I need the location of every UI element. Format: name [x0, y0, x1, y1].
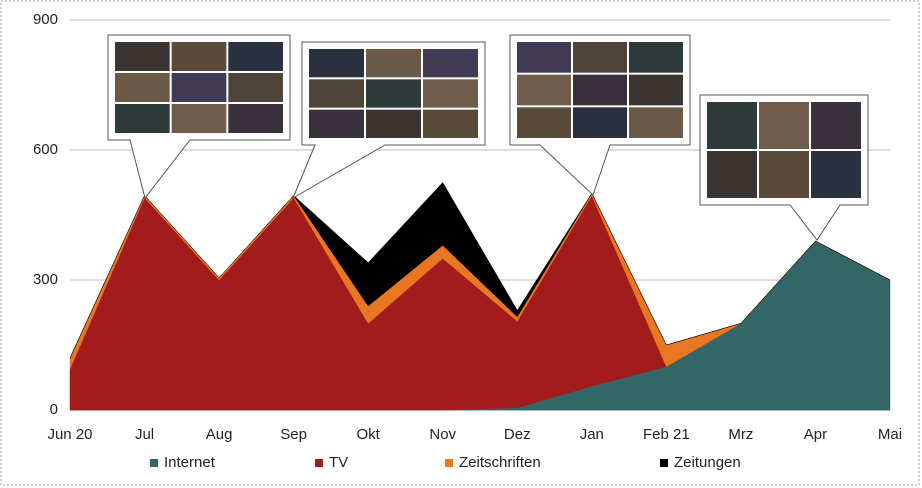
thumbnail — [228, 73, 283, 102]
thumbnail — [309, 79, 364, 108]
thumbnail — [115, 104, 170, 133]
legend-swatch — [315, 459, 323, 467]
x-tick-label: Mrz — [728, 426, 753, 443]
thumbnail — [228, 104, 283, 133]
y-tick-label: 0 — [50, 401, 58, 418]
thumbnail — [115, 73, 170, 102]
area — [69, 182, 891, 359]
thumbnail — [573, 42, 627, 73]
legend-label: TV — [329, 454, 348, 471]
thumbnail — [811, 102, 861, 149]
y-tick-label: 900 — [33, 11, 58, 28]
x-tick-label: Nov — [429, 426, 456, 443]
thumbnail — [707, 151, 757, 198]
thumbnail — [171, 73, 227, 102]
thumbnail — [171, 42, 227, 71]
thumbnail — [517, 42, 571, 73]
thumbnail — [366, 109, 421, 138]
thumbnail — [309, 109, 364, 138]
thumbnail — [115, 42, 170, 71]
x-tick-label: Mai — [878, 426, 902, 443]
thumbnail — [423, 49, 478, 78]
x-tick-label: Sep — [280, 426, 307, 443]
thumbnail — [759, 151, 809, 198]
legend-label: Zeitungen — [674, 454, 741, 471]
thumbnail — [811, 151, 861, 198]
thumbnail — [629, 42, 683, 73]
y-tick-label: 300 — [33, 271, 58, 288]
x-tick-label: Aug — [206, 426, 233, 443]
thumbnail — [228, 42, 283, 71]
thumbnail — [759, 102, 809, 149]
y-tick-label: 600 — [33, 141, 58, 158]
thumbnail — [423, 79, 478, 108]
x-tick-label: Apr — [804, 426, 827, 443]
thumbnail — [517, 107, 571, 138]
x-tick-label: Dez — [504, 426, 531, 443]
x-tick-label: Jan — [580, 426, 604, 443]
legend-label: Zeitschriften — [459, 454, 541, 471]
thumbnail — [171, 104, 227, 133]
thumbnail — [517, 74, 571, 106]
legend-swatch — [445, 459, 453, 467]
x-tick-label: Jul — [135, 426, 154, 443]
thumbnail — [629, 107, 683, 138]
thumbnail — [573, 107, 627, 138]
thumbnail — [366, 79, 421, 108]
thumbnail — [309, 49, 364, 78]
thumbnail — [707, 102, 757, 149]
x-tick-label: Jun 20 — [47, 426, 92, 443]
thumbnail — [573, 74, 627, 106]
x-tick-label: Okt — [357, 426, 381, 443]
legend-swatch — [150, 459, 158, 467]
legend-label: Internet — [164, 454, 216, 471]
thumbnail — [629, 74, 683, 106]
thumbnail — [366, 49, 421, 78]
thumbnail — [423, 109, 478, 138]
x-tick-label: Feb 21 — [643, 426, 690, 443]
legend-swatch — [660, 459, 668, 467]
